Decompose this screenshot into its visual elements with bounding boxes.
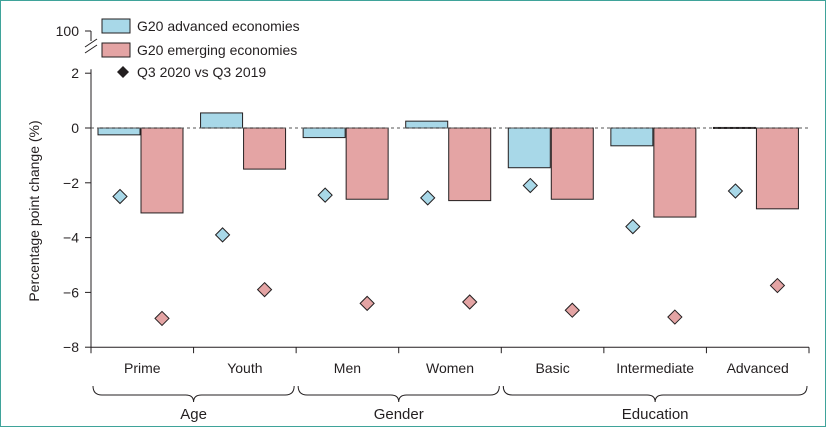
marker-emerging xyxy=(462,294,478,310)
marker-emerging xyxy=(564,302,580,318)
y-tick-label: −8 xyxy=(63,339,79,355)
bar-emerging xyxy=(345,127,389,200)
axis-break-mark xyxy=(84,38,98,48)
marker-advanced xyxy=(317,187,333,203)
bar-advanced xyxy=(507,127,551,169)
legend-swatch-emerging xyxy=(101,42,131,58)
x-tick-label: Advanced xyxy=(727,360,789,376)
y-axis-title: Percentage point change (%) xyxy=(26,120,42,301)
marker-advanced xyxy=(522,177,538,194)
x-tick-label: Women xyxy=(426,360,474,376)
group-brace xyxy=(92,385,295,403)
bar-emerging xyxy=(550,127,594,200)
y-tick-label: −6 xyxy=(63,284,79,300)
marker-advanced xyxy=(112,188,128,205)
marker-emerging xyxy=(667,309,683,325)
category-groups: Age Gender Education xyxy=(92,385,808,423)
bar-advanced xyxy=(97,127,141,136)
x-tick-label: Intermediate xyxy=(616,360,694,376)
legend: G20 advanced economies G20 emerging econ… xyxy=(101,18,300,80)
bars xyxy=(91,112,809,218)
bar-emerging xyxy=(653,127,697,218)
legend-label-advanced: G20 advanced economies xyxy=(137,18,300,34)
x-tick-label: Men xyxy=(334,360,361,376)
bar-emerging xyxy=(140,127,184,214)
group-label: Education xyxy=(622,406,689,423)
legend-label-emerging: G20 emerging economies xyxy=(137,42,297,58)
group-brace xyxy=(502,385,808,403)
y-tick-label: 2 xyxy=(71,65,79,81)
axis-break-mark xyxy=(84,44,98,54)
marker-emerging xyxy=(769,277,786,294)
y-tick-label: 0 xyxy=(71,120,79,136)
y-tick-label: −2 xyxy=(63,175,79,191)
marker-advanced xyxy=(727,183,744,199)
y-tick-label: −4 xyxy=(63,230,79,246)
legend-label-marker: Q3 2020 vs Q3 2019 xyxy=(137,64,266,80)
bar-emerging xyxy=(755,127,799,210)
markers xyxy=(112,177,786,327)
bar-advanced xyxy=(405,120,449,129)
marker-advanced xyxy=(625,218,641,235)
legend-swatch-advanced xyxy=(101,18,131,34)
marker-advanced xyxy=(420,190,436,206)
bar-advanced xyxy=(200,112,244,129)
marker-emerging xyxy=(359,295,375,312)
bar-emerging xyxy=(448,127,492,202)
group-brace xyxy=(297,385,500,403)
group-label: Age xyxy=(180,406,207,423)
marker-advanced xyxy=(214,227,231,243)
y-tick-label: 100 xyxy=(56,23,80,39)
x-axis: Prime Youth Men Women Basic Intermediate Advan… xyxy=(90,346,810,376)
group-label: Gender xyxy=(374,406,424,423)
legend-diamond-marker xyxy=(117,66,129,78)
marker-emerging xyxy=(256,281,273,298)
bar-advanced xyxy=(610,127,654,147)
x-tick-label: Basic xyxy=(535,360,569,376)
x-tick-label: Prime xyxy=(124,360,161,376)
marker-emerging xyxy=(154,310,170,327)
bar-emerging xyxy=(243,127,287,170)
x-tick-label: Youth xyxy=(227,360,262,376)
y-axis-ticks: 100 2 0 −2 −4 −6 −8 xyxy=(56,23,98,355)
bar-advanced xyxy=(302,127,346,139)
